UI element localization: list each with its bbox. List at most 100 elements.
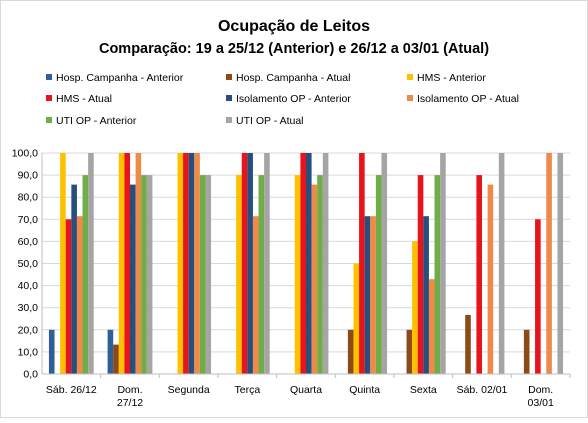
bar [311,184,318,374]
bar [146,175,153,374]
y-tick-label: 40,0 [18,280,39,292]
bar [141,175,147,374]
legend-swatch [226,95,232,101]
bar [440,153,446,374]
bar [252,216,259,374]
bar [364,216,371,374]
x-tick-label: Dom. [117,384,142,396]
bar [177,153,184,374]
legend-label: Isolamento OP - Atual [417,93,519,105]
y-tick-label: 60,0 [18,236,39,248]
bar [294,175,301,374]
bar [183,153,189,374]
bar [205,175,212,374]
bar [76,216,83,374]
legend-swatch [46,95,52,101]
bar [417,175,424,374]
y-tick-label: 20,0 [18,324,39,336]
chart-title: Ocupação de Leitos [218,18,370,35]
bar [300,153,306,374]
bar [236,175,242,374]
bar [347,329,354,374]
bar [48,329,55,374]
legend-label: UTI OP - Atual [236,115,304,127]
bar [498,153,505,374]
legend-swatch [46,117,52,123]
x-tick-label: Quinta [349,384,380,396]
x-tick-label: 03/01 [528,397,554,409]
x-tick-label: Quarta [290,384,322,396]
legend-label: HMS - Atual [56,93,112,105]
bar [428,279,435,374]
bar [523,329,530,374]
legend-label: HMS - Anterior [417,72,486,84]
bar [258,175,265,374]
bar [247,153,253,374]
bar [65,219,72,374]
legend-label: Isolamento OP - Anterior [236,93,351,105]
bar [71,184,77,374]
y-tick-label: 80,0 [18,192,39,204]
legend-swatch [407,74,413,80]
bar [406,329,413,374]
x-tick-label: Dom. [528,384,553,396]
bar [412,241,418,374]
bar [370,216,376,374]
bar [241,153,248,374]
bar [194,153,200,374]
bar [322,153,329,374]
bar [113,344,119,374]
y-tick-label: 0,0 [23,369,38,381]
legend-swatch [407,95,413,101]
bar [317,175,323,374]
legend-label: Hosp. Campanha - Atual [236,72,350,84]
bar [487,184,494,374]
bar [546,153,552,374]
bar [130,184,136,374]
bar [359,153,365,374]
bar [60,153,66,374]
axes: 0,0 10,0 20,0 30,0 40,0 50,0 60,0 70,0 80,0 90,0 1… [12,148,571,409]
legend-label: UTI OP - Anterior [56,115,137,127]
x-tick-label: Sáb. 26/12 [46,384,97,396]
bar [353,263,360,374]
x-tick-label: Sáb. 02/01 [457,384,508,396]
bar [465,314,471,374]
x-tick-label: 27/12 [117,397,143,409]
y-tick-label: 30,0 [18,302,39,314]
legend-swatch [46,74,52,80]
bar [557,153,564,374]
legend-swatch [226,74,232,80]
legend-swatch [226,117,232,123]
bar [375,175,382,374]
y-tick-label: 90,0 [18,170,39,182]
bar [135,153,142,374]
bar [306,153,312,374]
y-tick-label: 50,0 [18,258,39,270]
x-tick-label: Segunda [168,384,210,396]
bar [124,153,130,374]
bar [107,329,114,374]
x-tick-label: Sexta [410,384,437,396]
y-tick-label: 70,0 [18,214,39,226]
bar [381,153,388,374]
bar [88,153,94,374]
bar [188,153,195,374]
bar [423,216,429,374]
bar [199,175,206,374]
bar [535,219,541,374]
chart-subtitle: Comparação: 19 a 25/12 (Anterior) e 26/1… [99,41,489,57]
bar [434,175,441,374]
bar [118,153,125,374]
bar [82,175,89,374]
legend-label: Hosp. Campanha - Anterior [56,72,184,84]
bar [264,153,270,374]
y-tick-label: 100,0 [12,148,38,160]
x-tick-label: Terça [234,384,260,396]
y-tick-label: 10,0 [18,346,39,358]
legend: Hosp. Campanha - Anterior Hosp. Campanha … [46,72,519,127]
bar [476,175,482,374]
bars [48,153,564,374]
